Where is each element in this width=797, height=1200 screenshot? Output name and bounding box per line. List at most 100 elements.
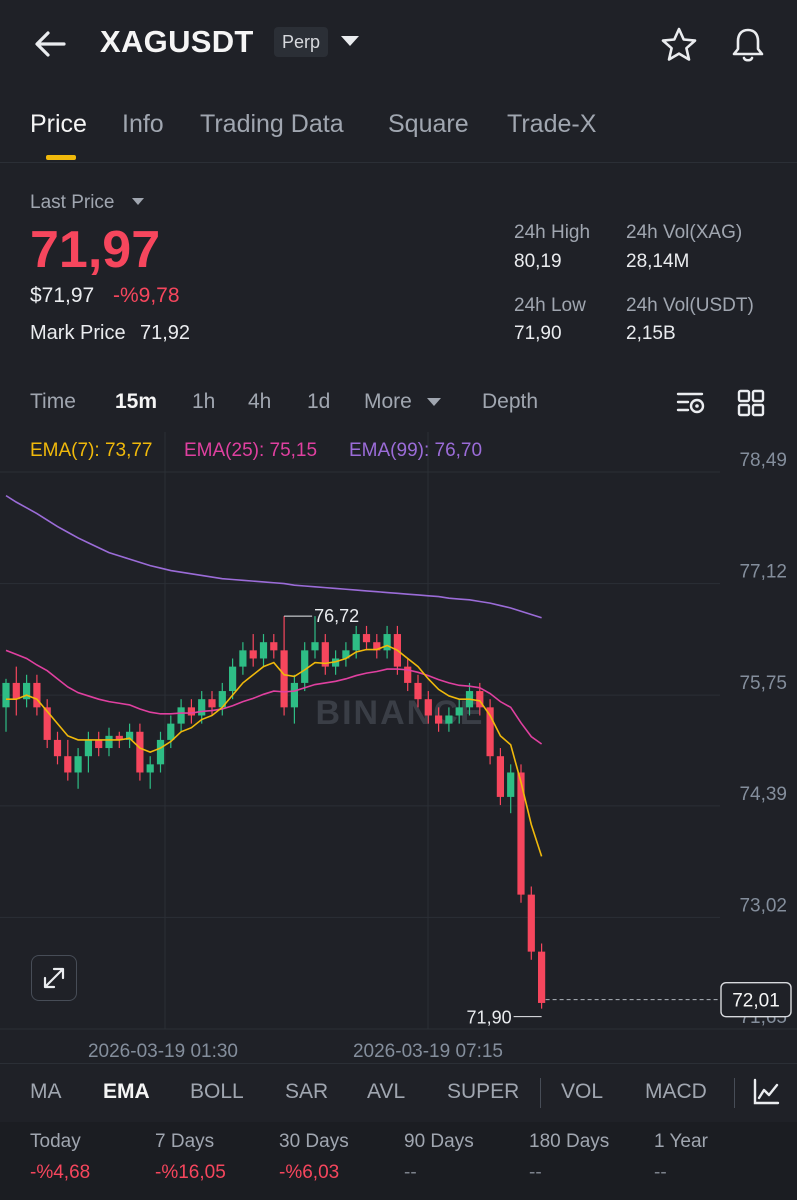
ema99-line: [5, 494, 542, 619]
indicator-super[interactable]: SUPER: [447, 1080, 520, 1103]
indicator-vol[interactable]: VOL: [561, 1080, 604, 1103]
mark-price: 71,92: [140, 322, 191, 344]
more-dropdown-icon[interactable]: [427, 398, 441, 406]
x-axis-tick: 2026-03-19 07:15: [353, 1041, 503, 1062]
candle: [43, 707, 51, 740]
low-24h-value: 71,90: [514, 323, 562, 344]
perf-label-today: Today: [30, 1131, 81, 1152]
timeframe-4h[interactable]: 4h: [248, 390, 272, 413]
perf-label-180d: 180 Days: [529, 1131, 610, 1152]
symbol-title[interactable]: XAGUSDT: [100, 24, 254, 59]
perf-value-180d: --: [529, 1162, 542, 1183]
ema25-legend: EMA(25): 75,15: [184, 440, 318, 461]
fullscreen-button[interactable]: [31, 955, 77, 1001]
indicator-sar[interactable]: SAR: [285, 1080, 329, 1103]
y-axis-tick: 74,39: [739, 784, 787, 805]
ema25-line: [5, 649, 543, 745]
candle: [517, 772, 525, 895]
candle: [84, 739, 92, 757]
mark-price-label: Mark Price: [30, 322, 126, 344]
candle: [496, 756, 504, 797]
star-icon[interactable]: [659, 25, 699, 65]
current-price-box: [720, 981, 792, 1018]
timeframe-15m[interactable]: 15m: [115, 390, 158, 413]
indicator-avl[interactable]: AVL: [367, 1080, 406, 1103]
candle: [208, 699, 216, 708]
candle: [146, 764, 154, 773]
indicator-macd[interactable]: MACD: [645, 1080, 707, 1103]
ema7-legend: EMA(7): 73,77: [30, 440, 153, 461]
indicator-separator: [540, 1078, 541, 1108]
candle: [507, 772, 515, 797]
tab-trading-data[interactable]: Trading Data: [200, 110, 344, 138]
indicator-boll[interactable]: BOLL: [190, 1080, 244, 1103]
candle: [424, 699, 432, 716]
candle: [105, 735, 113, 749]
perf-value-1y: --: [654, 1162, 667, 1183]
indicator-ma[interactable]: MA: [30, 1080, 62, 1103]
candle: [455, 707, 463, 716]
candle: [311, 642, 319, 651]
candlestick-chart[interactable]: BINANCE 76,72 71,90 78,49 77,12 75,75 74,39 7…: [0, 432, 797, 1072]
performance-row: [0, 1122, 797, 1200]
candle: [64, 756, 72, 773]
tab-price[interactable]: Price: [30, 110, 87, 138]
price-change-percent: -%9,78: [113, 284, 180, 307]
tab-info[interactable]: Info: [122, 110, 164, 138]
y-axis-tick: 78,49: [739, 450, 787, 471]
x-axis-tick: 2026-03-19 01:30: [88, 1041, 238, 1062]
candle: [12, 682, 20, 700]
bell-icon[interactable]: [728, 25, 768, 65]
candle: [2, 682, 10, 708]
timeframe-1d[interactable]: 1d: [307, 390, 331, 413]
candle: [53, 739, 62, 757]
tab-square[interactable]: Square: [388, 110, 469, 138]
low-24h-label: 24h Low: [514, 295, 586, 316]
candle: [352, 634, 360, 651]
y-axis-tick: 77,12: [739, 562, 787, 583]
ema7-line: [6, 644, 543, 857]
indicator-ema[interactable]: EMA: [103, 1080, 150, 1103]
candle: [136, 731, 144, 773]
timeframe-1h[interactable]: 1h: [192, 390, 216, 413]
candle: [373, 642, 381, 651]
layout-grid-icon[interactable]: [737, 389, 765, 417]
indicator-settings-icon[interactable]: [752, 1078, 780, 1106]
candle: [404, 666, 412, 683]
ema99-legend: EMA(99): 76,70: [349, 440, 483, 461]
candle: [321, 642, 329, 667]
perf-value-today: -%4,68: [30, 1162, 91, 1183]
perf-value-90d: --: [404, 1162, 417, 1183]
contract-badge: Perp: [274, 27, 329, 57]
indicator-separator: [734, 1078, 735, 1108]
candle: [435, 715, 443, 724]
candle: [23, 682, 31, 700]
chevron-down-icon[interactable]: [341, 36, 359, 46]
binance-watermark: BINANCE: [316, 694, 485, 732]
candle: [362, 634, 371, 643]
high-24h-value: 80,19: [514, 251, 562, 272]
vol-quote-value: 2,15B: [626, 323, 676, 344]
active-tab-indicator: [46, 155, 76, 160]
candle: [187, 707, 195, 716]
vol-base-value: 28,14M: [626, 251, 690, 272]
timeframe-more[interactable]: More: [364, 390, 412, 413]
vol-base-label: 24h Vol(XAG): [626, 222, 743, 243]
tab-trade-x[interactable]: Trade-X: [507, 110, 597, 138]
candle: [198, 699, 206, 716]
high-24h-label: 24h High: [514, 222, 591, 243]
low-annotation: 71,90: [467, 1008, 512, 1028]
timeframe-time[interactable]: Time: [30, 390, 76, 413]
candle: [280, 650, 288, 708]
last-price-dropdown-icon[interactable]: [132, 198, 144, 205]
high-annotation: 76,72: [314, 606, 359, 626]
current-price-label: 72,01: [732, 991, 780, 1012]
last-price-label[interactable]: Last Price: [30, 192, 115, 213]
back-arrow-icon[interactable]: [30, 24, 70, 64]
candle: [527, 894, 535, 952]
depth-tab[interactable]: Depth: [482, 390, 539, 413]
candle: [342, 650, 350, 659]
perf-value-7d: -%16,05: [155, 1162, 226, 1183]
chart-settings-icon[interactable]: [676, 390, 706, 418]
candle: [218, 691, 226, 708]
